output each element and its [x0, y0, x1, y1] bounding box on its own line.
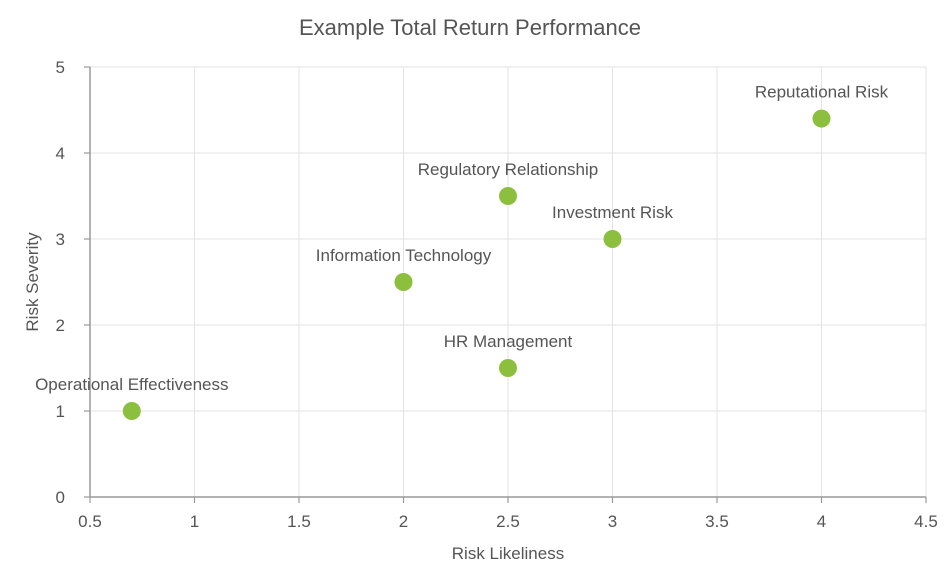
- axis-layer: 0.5 1 1.5 2 2.5 3 3.5 4 4.5 0 1 2 3 4 5: [56, 58, 938, 531]
- data-point-label: HR Management: [444, 332, 573, 351]
- y-tick-label: 2: [56, 316, 65, 335]
- data-point[interactable]: [812, 109, 831, 128]
- x-tick-label: 4: [817, 512, 826, 531]
- data-point[interactable]: [499, 187, 517, 205]
- x-tick-label: 3.5: [705, 512, 729, 531]
- data-point-label: Regulatory Relationship: [418, 160, 599, 179]
- data-point[interactable]: [499, 359, 517, 377]
- x-tick-label: 1.5: [287, 512, 311, 531]
- data-point-label: Operational Effectiveness: [35, 375, 228, 394]
- x-tick-label: 2.5: [496, 512, 520, 531]
- chart-title: Example Total Return Performance: [299, 15, 641, 40]
- grid-layer: [89, 66, 927, 498]
- data-point-label: Reputational Risk: [755, 83, 889, 102]
- data-point[interactable]: [394, 273, 413, 291]
- x-tick-label: 0.5: [78, 512, 102, 531]
- point-layer: [122, 109, 831, 420]
- data-point-label: Information Technology: [316, 246, 492, 265]
- data-point[interactable]: [122, 402, 141, 420]
- data-point[interactable]: [603, 230, 622, 248]
- x-tick-label: 1: [190, 512, 199, 531]
- data-point-label: Investment Risk: [552, 203, 673, 222]
- y-axis-title: Risk Severity: [23, 232, 42, 332]
- y-tick-label: 1: [56, 402, 65, 421]
- x-tick-label: 2: [399, 512, 408, 531]
- label-layer: Operational Effectiveness Information Tec…: [35, 83, 889, 394]
- y-tick-label: 5: [56, 58, 65, 77]
- x-tick-label: 3: [608, 512, 617, 531]
- y-tick-label: 3: [56, 230, 65, 249]
- x-axis-title: Risk Likeliness: [452, 544, 564, 563]
- y-tick-label: 4: [56, 144, 65, 163]
- x-tick-label: 4.5: [914, 512, 938, 531]
- y-tick-label: 0: [56, 488, 65, 507]
